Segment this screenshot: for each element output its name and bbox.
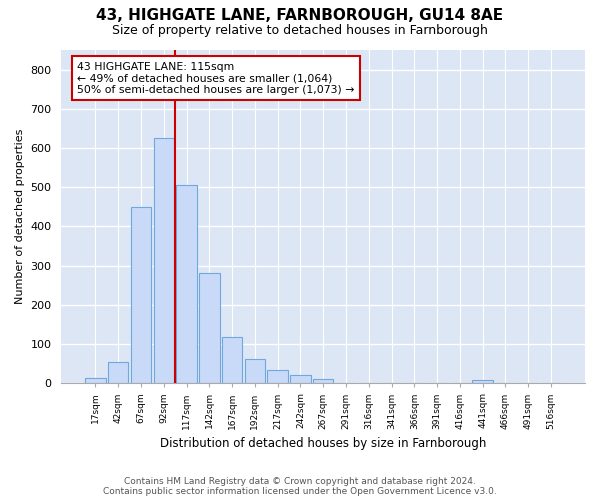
Text: 43 HIGHGATE LANE: 115sqm
← 49% of detached houses are smaller (1,064)
50% of sem: 43 HIGHGATE LANE: 115sqm ← 49% of detach… [77,62,355,95]
Bar [222,338,242,384]
Bar [199,274,220,384]
Bar [268,370,288,384]
Bar [154,138,174,384]
Bar [472,380,493,384]
Text: Size of property relative to detached houses in Farnborough: Size of property relative to detached ho… [112,24,488,37]
Bar [108,362,128,384]
Bar [290,376,311,384]
Text: 43, HIGHGATE LANE, FARNBOROUGH, GU14 8AE: 43, HIGHGATE LANE, FARNBOROUGH, GU14 8AE [97,8,503,22]
Text: Contains HM Land Registry data © Crown copyright and database right 2024.
Contai: Contains HM Land Registry data © Crown c… [103,476,497,496]
Bar [245,359,265,384]
Bar [85,378,106,384]
X-axis label: Distribution of detached houses by size in Farnborough: Distribution of detached houses by size … [160,437,487,450]
Y-axis label: Number of detached properties: Number of detached properties [15,129,25,304]
Bar [176,186,197,384]
Bar [313,380,334,384]
Bar [131,207,151,384]
